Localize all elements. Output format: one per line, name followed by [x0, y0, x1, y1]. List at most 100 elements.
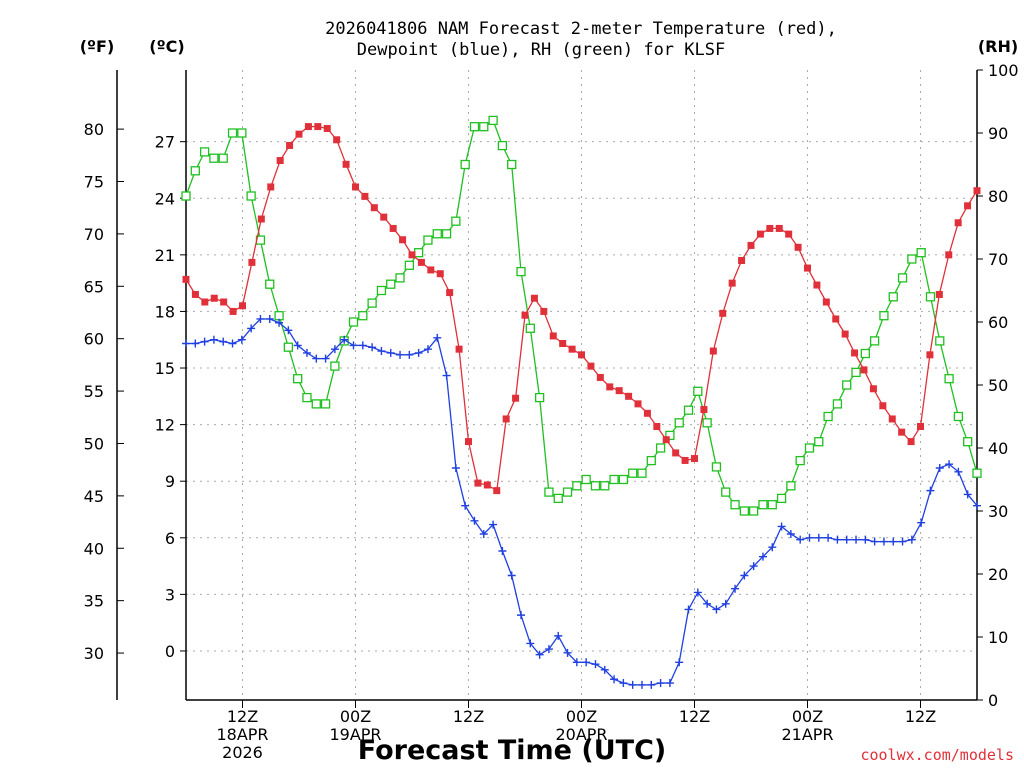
- rh-point: [525, 323, 535, 333]
- temperature-point: [691, 455, 698, 463]
- rh-point: [507, 159, 517, 170]
- dewpoint-point: [684, 605, 693, 614]
- temperature-point: [483, 481, 491, 489]
- temperature-point: [220, 298, 228, 306]
- temperature-point: [248, 258, 256, 266]
- rh-tick-label: 80: [988, 187, 1008, 206]
- temperature-point: [512, 394, 520, 402]
- dewpoint-point: [647, 680, 656, 689]
- celsius-tick-label: 9: [165, 472, 175, 491]
- temperature-point: [766, 224, 774, 232]
- temperature-point: [333, 136, 341, 144]
- dewpoint-point: [768, 543, 777, 552]
- time-tick-label: 00Z: [566, 707, 597, 726]
- rh-tick-label: 20: [988, 565, 1008, 584]
- dewpoint-point: [712, 605, 721, 614]
- dewpoint-point: [917, 518, 926, 527]
- celsius-axis-ticks: 0 3 6 9 12 15 18 21 24 27: [155, 133, 186, 661]
- temperature-point: [370, 204, 378, 212]
- time-tick-label: 19APR: [329, 725, 381, 744]
- temperature-point: [888, 415, 896, 423]
- temperature-point: [342, 160, 350, 168]
- dewpoint-point: [284, 326, 293, 335]
- fahrenheit-tick-label: 65: [84, 277, 104, 296]
- rh-point: [842, 380, 852, 390]
- celsius-tick-label: 0: [165, 642, 175, 661]
- temperature-point: [427, 266, 435, 274]
- temperature-point: [898, 428, 906, 436]
- rh-point: [311, 399, 321, 409]
- celsius-axis-label: (ºC): [149, 37, 184, 56]
- dewpoint-point: [330, 345, 339, 354]
- dewpoint-point: [498, 546, 507, 555]
- rh-tick-label: 70: [988, 250, 1008, 269]
- temperature-point: [239, 302, 246, 310]
- dewpoint-point: [414, 348, 423, 357]
- rh-point: [562, 487, 573, 497]
- time-tick-label: 12Z: [905, 707, 936, 726]
- rh-point: [963, 437, 973, 447]
- rh-point: [683, 405, 694, 415]
- rh-point: [739, 506, 750, 516]
- rh-point: [776, 493, 787, 504]
- temperature-point: [841, 330, 849, 338]
- fahrenheit-tick-label: 30: [84, 644, 104, 663]
- temperature-point: [964, 202, 972, 210]
- rh-point: [888, 292, 898, 302]
- temperature-point: [879, 402, 887, 410]
- rh-point: [274, 311, 284, 321]
- rh-point: [925, 292, 936, 302]
- rh-point: [823, 411, 833, 422]
- rh-point: [637, 468, 647, 478]
- dewpoint-point: [665, 679, 674, 688]
- fahrenheit-axis-ticks: 30 35 40 45 50 55 60 65 70 75 80: [84, 120, 124, 663]
- temperature-point: [606, 383, 614, 391]
- dewpoint-point: [219, 337, 228, 346]
- fahrenheit-axis-label: (ºF): [80, 37, 115, 56]
- rh-axis-label: (RH): [978, 37, 1018, 56]
- temperature-point: [615, 387, 623, 395]
- dewpoint-point: [656, 679, 665, 688]
- rh-point: [404, 260, 414, 270]
- temperature-point: [267, 183, 275, 191]
- temperature-point: [399, 236, 407, 244]
- dewpoint-point: [489, 520, 498, 529]
- fahrenheit-tick-label: 80: [84, 120, 104, 139]
- temperature-point: [973, 187, 981, 195]
- rh-point: [423, 235, 433, 245]
- dewpoint-point: [572, 658, 581, 667]
- dewpoint-point: [740, 571, 749, 580]
- rh-point: [879, 311, 889, 321]
- fahrenheit-tick-label: 55: [84, 382, 104, 401]
- fahrenheit-tick-label: 35: [84, 592, 104, 611]
- dewpoint-point: [256, 314, 265, 323]
- dewpoint-point: [182, 339, 190, 348]
- dewpoint-point: [302, 348, 311, 357]
- temperature-point: [304, 123, 312, 131]
- dewpoint-point: [833, 535, 842, 544]
- rh-tick-label: 90: [988, 124, 1008, 143]
- temperature-point: [502, 415, 510, 423]
- dewpoint-point: [870, 537, 879, 546]
- temperature-point: [813, 281, 821, 289]
- dewpoint-point: [377, 347, 386, 356]
- rh-point: [302, 392, 312, 403]
- rh-point: [804, 443, 815, 453]
- fahrenheit-tick-label: 45: [84, 487, 104, 506]
- dewpoint-point: [237, 335, 246, 344]
- dewpoint-point: [963, 490, 972, 499]
- temperature-point: [860, 366, 868, 374]
- temperature-point: [540, 307, 548, 315]
- rh-point: [246, 191, 256, 201]
- rh-point: [553, 493, 563, 504]
- rh-point: [665, 430, 675, 441]
- temperature-point: [832, 315, 840, 323]
- temperature-point: [465, 438, 472, 446]
- rh-point: [358, 311, 368, 321]
- dewpoint-point: [386, 348, 395, 357]
- temperature-point: [625, 392, 633, 400]
- temperature-point: [907, 438, 915, 446]
- temperature-point: [756, 230, 764, 238]
